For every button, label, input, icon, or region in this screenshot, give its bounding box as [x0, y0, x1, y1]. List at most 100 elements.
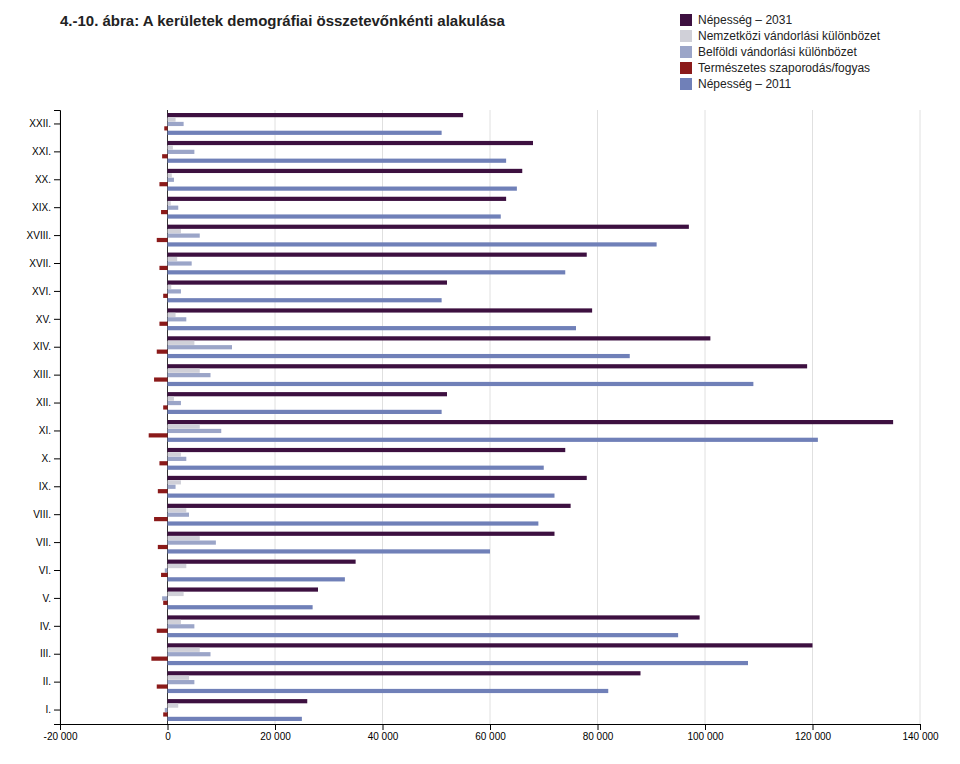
tick-mark — [54, 291, 60, 292]
tick: VIII. — [33, 509, 60, 520]
bar — [168, 113, 464, 117]
bar — [168, 671, 641, 675]
bar — [168, 187, 517, 191]
tick: 120 000 — [795, 724, 832, 742]
tick-mark — [54, 570, 60, 571]
bar — [168, 229, 181, 233]
bar — [168, 225, 689, 229]
bar — [168, 233, 200, 237]
axis-line — [61, 725, 921, 731]
bar — [162, 154, 167, 158]
tick-label: 40 000 — [368, 731, 399, 742]
legend-swatch — [680, 62, 692, 74]
tick-label: -20 000 — [44, 731, 78, 742]
grid — [60, 110, 920, 724]
axis-line — [54, 111, 61, 725]
bar — [168, 261, 192, 265]
tick-label: XI. — [39, 425, 51, 436]
bar — [168, 242, 657, 246]
grid-line — [705, 110, 706, 724]
bar — [168, 201, 171, 205]
bar — [163, 405, 167, 409]
bar — [157, 684, 168, 688]
bar — [168, 605, 313, 609]
tick-label: XX. — [35, 174, 51, 185]
bar — [168, 206, 179, 210]
tick: 80 000 — [583, 724, 614, 742]
series — [168, 113, 894, 703]
bar — [157, 350, 168, 354]
bar — [168, 424, 200, 428]
tick-mark — [54, 319, 60, 320]
legend-item: Belföldi vándorlási különbözet — [680, 45, 857, 59]
tick-label: XXII. — [29, 118, 51, 129]
bar — [168, 420, 894, 424]
tick-mark — [54, 179, 60, 180]
bar — [168, 382, 754, 386]
tick-mark — [168, 724, 169, 730]
bar — [168, 457, 187, 461]
bar — [165, 568, 168, 572]
tick: XVII. — [29, 258, 60, 269]
grid-line — [382, 110, 383, 724]
bar — [168, 298, 442, 302]
legend-item: Nemzetközi vándorlási különbözet — [680, 29, 881, 43]
tick-mark — [54, 207, 60, 208]
bar — [168, 401, 181, 405]
bar — [168, 652, 211, 656]
tick-label: XVI. — [32, 286, 51, 297]
bar — [159, 322, 167, 326]
tick-mark — [54, 375, 60, 376]
tick-mark — [275, 724, 276, 730]
tick: XVI. — [32, 286, 60, 297]
tick-label: VII. — [36, 537, 51, 548]
bar — [161, 210, 167, 214]
tick-mark — [54, 123, 60, 124]
bar — [168, 643, 813, 647]
tick: XIV. — [33, 341, 60, 352]
tick-mark — [383, 724, 384, 730]
tick: XIII. — [33, 369, 60, 380]
bar — [168, 560, 356, 564]
tick-mark — [54, 514, 60, 515]
tick-mark — [54, 263, 60, 264]
bar — [163, 712, 167, 716]
tick-label: 20 000 — [260, 731, 291, 742]
legend-item: Természetes szaporodás/fogyas — [680, 61, 870, 75]
bar — [168, 336, 711, 340]
tick-mark — [54, 626, 60, 627]
bar — [168, 717, 302, 721]
bar — [168, 253, 587, 257]
series — [149, 126, 168, 716]
y-axis: XXII.XXI.XX.XIX.XVIII.XVII.XVI.XV.XIV.XI… — [27, 111, 61, 725]
plot: -20 000020 00040 00060 00080 000100 0001… — [27, 110, 939, 742]
bar — [168, 178, 174, 182]
tick-label: II. — [43, 676, 51, 687]
series — [168, 131, 818, 721]
tick: 60 000 — [475, 724, 506, 742]
tick-label: XIX. — [32, 202, 51, 213]
bar — [168, 141, 534, 145]
tick-label: 100 000 — [687, 731, 724, 742]
tick-mark — [54, 458, 60, 459]
tick: 40 000 — [368, 724, 399, 742]
tick: 20 000 — [260, 724, 291, 742]
bar — [159, 461, 167, 465]
tick-mark — [598, 724, 599, 730]
bar — [168, 313, 176, 317]
bar — [168, 532, 555, 536]
bar — [163, 294, 167, 298]
legend-swatch — [680, 78, 692, 90]
bar — [168, 173, 172, 177]
bar — [168, 364, 808, 368]
bar — [154, 517, 167, 521]
tick: XXI. — [32, 146, 60, 157]
bar — [168, 513, 190, 517]
bar — [168, 131, 442, 135]
chart: -20 000020 00040 00060 00080 000100 0001… — [0, 0, 960, 764]
bar — [168, 289, 181, 293]
bar — [168, 257, 178, 261]
bar — [168, 317, 187, 321]
tick-label: XIII. — [33, 369, 51, 380]
bar — [157, 629, 168, 633]
